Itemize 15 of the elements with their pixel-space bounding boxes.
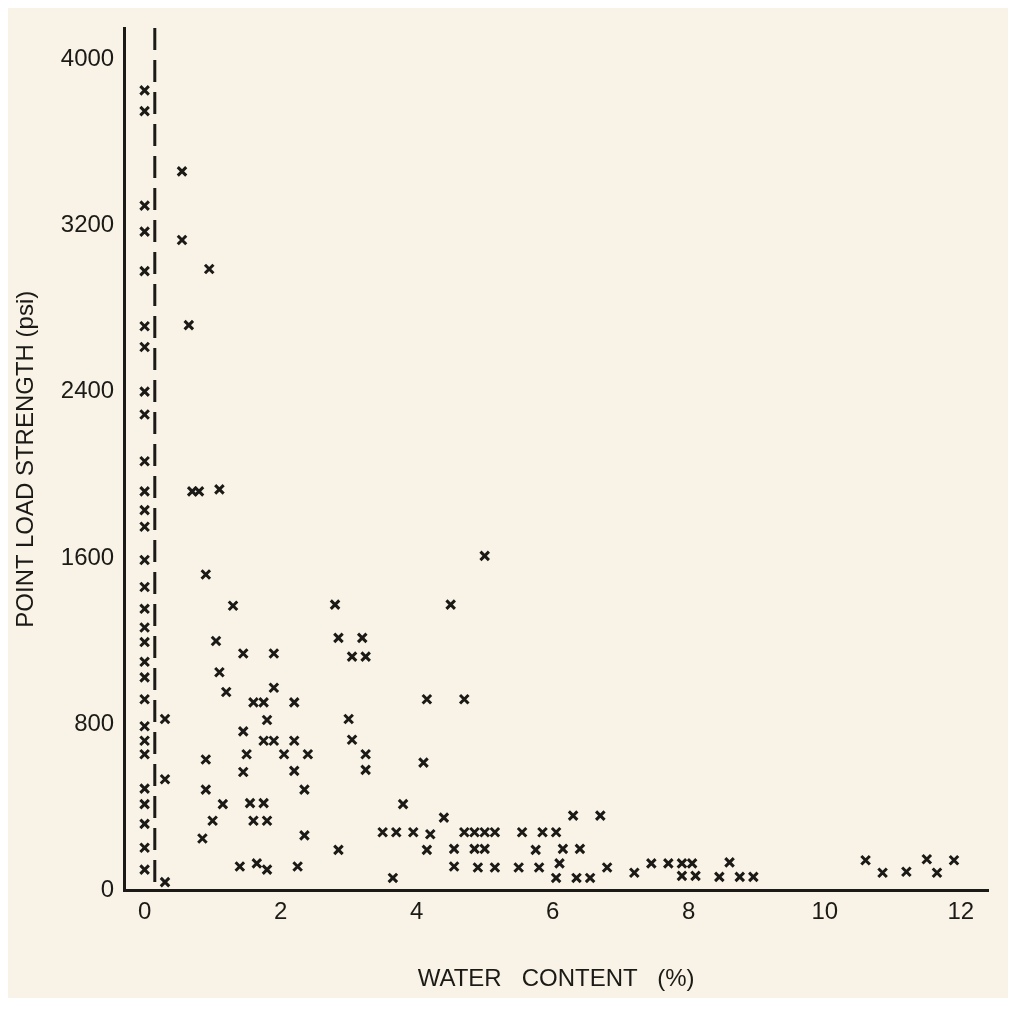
x-tick-label: 2 — [273, 897, 288, 925]
x-tick-label: 4 — [409, 897, 424, 925]
y-tick-label: 800 — [74, 708, 115, 736]
y-tick-label: 1600 — [60, 542, 115, 570]
x-tick-label: 6 — [546, 897, 560, 925]
x-tick-label: 12 — [947, 897, 975, 925]
y-tick-label: 0 — [100, 875, 115, 903]
x-axis-title: WATER CONTENT (%) — [417, 964, 695, 992]
y-axis-title: POINT LOAD STRENGTH (psi) — [11, 290, 39, 628]
x-tick-label: 0 — [137, 897, 152, 925]
y-tick-label: 4000 — [60, 43, 115, 71]
y-tick-label: 3200 — [60, 210, 115, 238]
x-tick-label: 10 — [811, 897, 839, 925]
x-tick-label: 8 — [682, 897, 696, 925]
y-tick-label: 2400 — [60, 376, 115, 404]
